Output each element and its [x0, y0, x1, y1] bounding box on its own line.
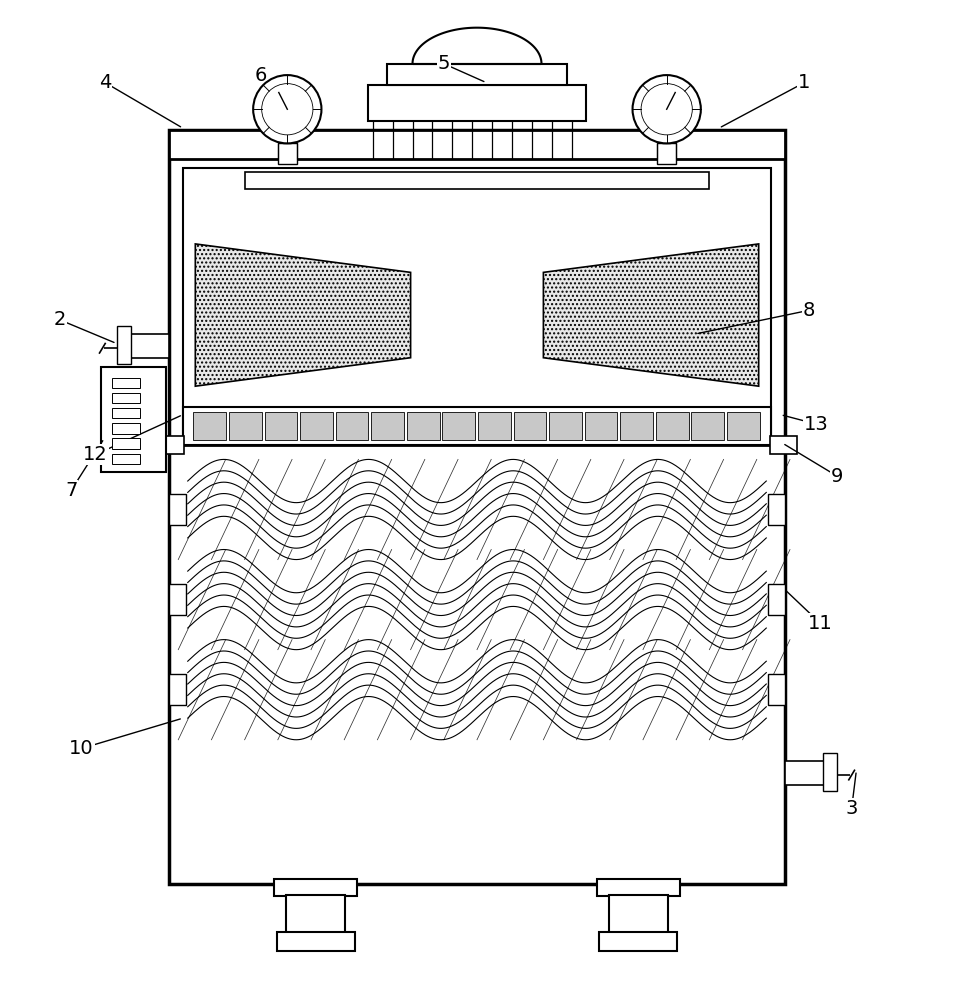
Bar — [767, 494, 784, 525]
Bar — [822, 753, 837, 791]
Bar — [387, 64, 566, 85]
Bar — [101, 367, 166, 472]
Text: 3: 3 — [844, 799, 857, 818]
Bar — [619, 412, 652, 440]
Bar — [169, 130, 784, 159]
Bar — [442, 412, 475, 440]
Bar — [169, 130, 784, 884]
Text: 10: 10 — [70, 739, 93, 758]
Bar — [584, 412, 617, 440]
Text: 5: 5 — [437, 54, 450, 73]
Bar — [169, 674, 186, 705]
Circle shape — [632, 75, 700, 143]
Bar — [276, 932, 355, 951]
Bar — [264, 412, 297, 440]
Bar — [691, 412, 723, 440]
Bar — [169, 494, 186, 525]
Polygon shape — [543, 244, 758, 386]
Text: 6: 6 — [254, 66, 267, 85]
Bar — [183, 407, 770, 445]
Bar — [277, 143, 296, 164]
Bar — [784, 761, 824, 785]
Bar — [477, 412, 510, 440]
Bar — [598, 932, 677, 951]
Bar — [112, 393, 140, 403]
Bar — [596, 879, 679, 896]
Polygon shape — [195, 244, 410, 386]
Bar — [129, 334, 169, 358]
Bar — [769, 436, 796, 454]
Bar — [169, 584, 186, 615]
Text: 7: 7 — [65, 481, 77, 500]
Bar — [726, 412, 759, 440]
Bar — [286, 895, 345, 934]
Text: 8: 8 — [801, 301, 814, 320]
Text: 11: 11 — [807, 614, 832, 633]
Circle shape — [253, 75, 321, 143]
Text: 2: 2 — [53, 310, 66, 329]
Bar — [549, 412, 581, 440]
Bar — [193, 412, 226, 440]
Bar — [368, 85, 585, 121]
Bar — [112, 378, 140, 388]
Bar — [406, 412, 439, 440]
Bar — [244, 172, 709, 189]
Bar — [157, 436, 184, 454]
Bar — [655, 412, 688, 440]
Bar — [183, 168, 770, 443]
Bar — [112, 423, 140, 434]
Bar — [767, 674, 784, 705]
Bar — [513, 412, 546, 440]
Bar — [112, 438, 140, 449]
Bar — [335, 412, 368, 440]
Text: 1: 1 — [798, 73, 809, 92]
Bar — [116, 326, 131, 364]
Bar — [657, 143, 676, 164]
Bar — [608, 895, 667, 934]
Bar — [300, 412, 333, 440]
Bar — [112, 408, 140, 418]
Text: 9: 9 — [830, 467, 842, 486]
Bar — [112, 454, 140, 464]
Bar — [767, 584, 784, 615]
Bar — [371, 412, 403, 440]
Bar — [274, 879, 357, 896]
Bar — [229, 412, 261, 440]
Text: 4: 4 — [99, 73, 112, 92]
Text: 13: 13 — [803, 415, 828, 434]
Text: 12: 12 — [83, 445, 108, 464]
